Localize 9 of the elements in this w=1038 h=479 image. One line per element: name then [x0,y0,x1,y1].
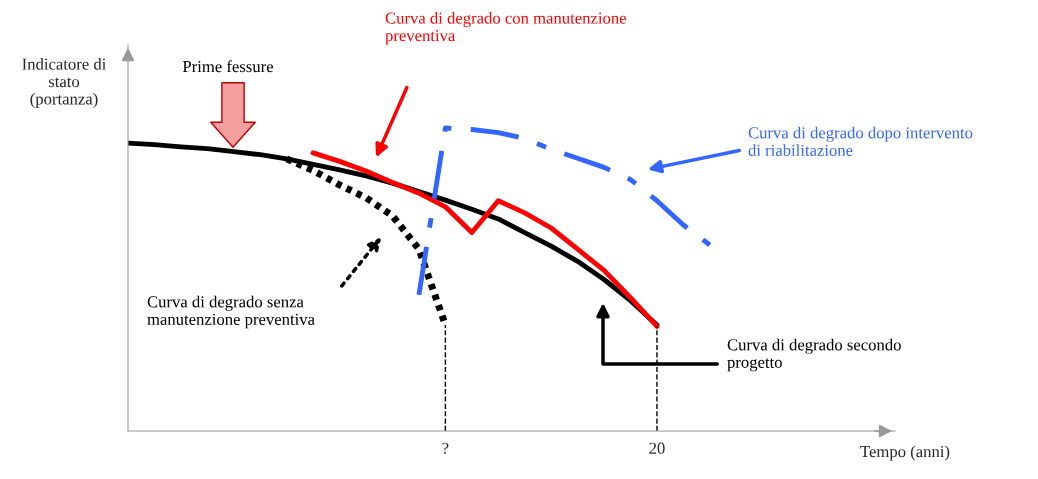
y-axis-title: Indicatore di stato (portanza) [22,58,107,108]
text: Prime fessure [182,60,274,73]
x-tick-label: ? [442,442,449,454]
x-axis-title: Tempo (anni) [860,445,950,461]
x-tick-label: 20 [649,442,665,454]
annotation: Curva di degrado secondo progetto [727,338,901,372]
annotation: Curva di degrado senza manutenzione preventiva [147,295,315,329]
text: Curva di degrado con manutenzione preventiva [385,12,627,45]
annotation: Curva di degrado dopo intervento di riabilitazione [748,126,973,156]
